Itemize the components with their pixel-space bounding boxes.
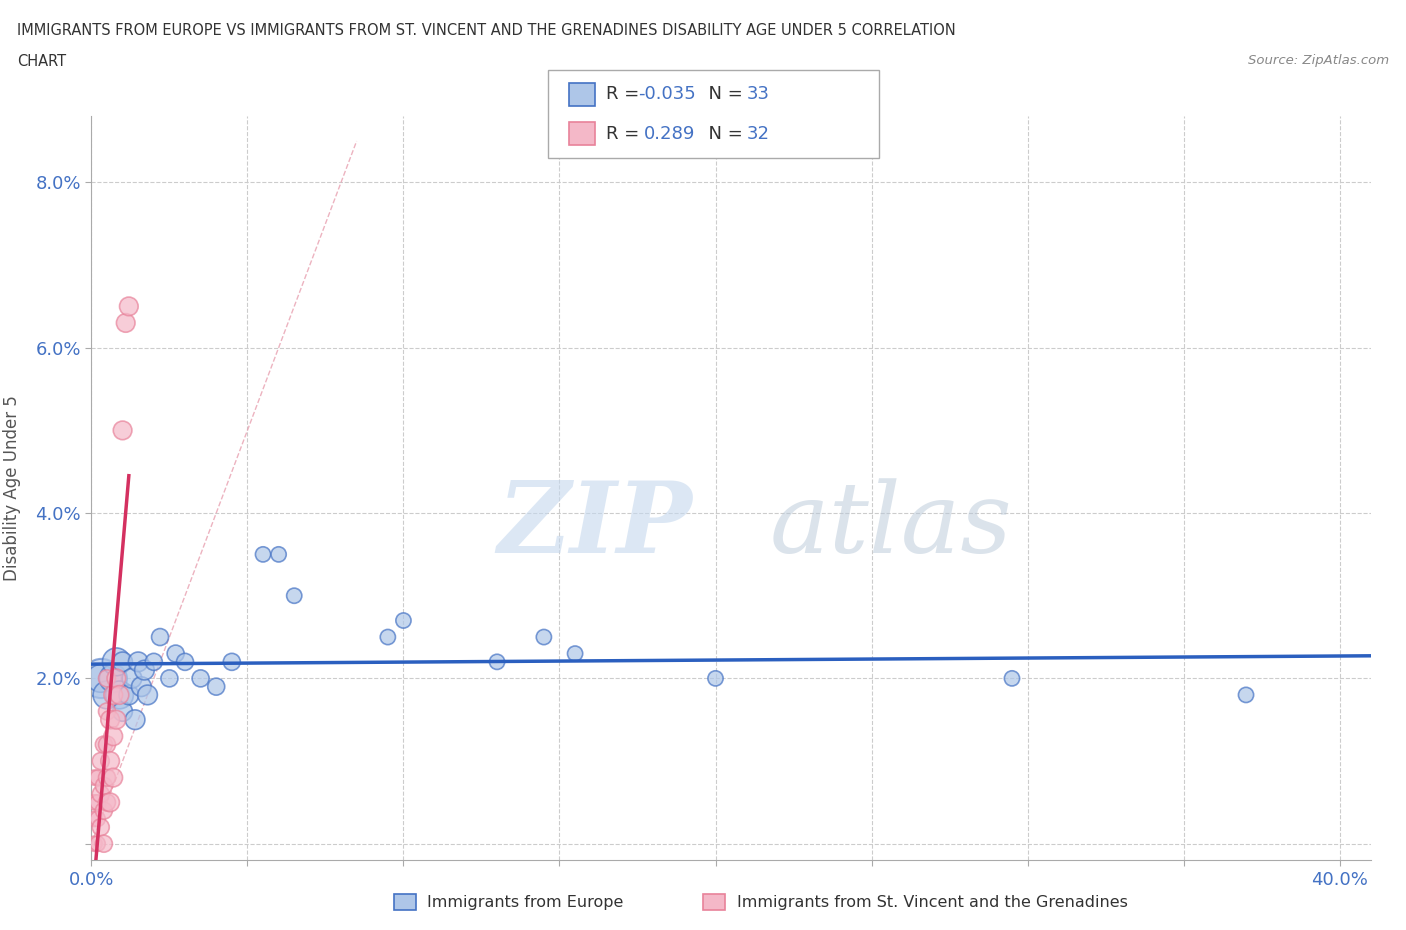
Point [105,655,128,670]
Text: Immigrants from Europe: Immigrants from Europe [427,895,624,910]
Point [136,687,159,702]
Point [533,630,555,644]
Point [86,836,108,851]
Point [118,299,141,313]
Point [118,687,141,702]
Point [114,315,136,330]
Point [90,819,112,834]
Point [1001,671,1024,685]
Point [111,655,134,670]
Point [1234,687,1257,702]
Point [83,795,105,810]
Point [90,671,112,685]
Point [564,646,586,661]
Y-axis label: Disability Age Under 5: Disability Age Under 5 [3,395,21,581]
Point [90,787,112,802]
Point [83,836,105,851]
Point [103,770,125,785]
Point [111,704,134,719]
Point [190,671,212,685]
Point [221,655,243,670]
Point [83,812,105,827]
Text: IMMIGRANTS FROM EUROPE VS IMMIGRANTS FROM ST. VINCENT AND THE GRENADINES DISABIL: IMMIGRANTS FROM EUROPE VS IMMIGRANTS FRO… [17,23,956,38]
Text: R =: R = [606,125,651,142]
Point [105,671,128,685]
Point [121,671,143,685]
Text: atlas: atlas [769,478,1012,573]
Point [392,613,415,628]
Point [377,630,399,644]
Point [103,729,125,744]
Point [96,671,118,685]
Point [205,679,228,694]
Point [83,770,105,785]
Point [86,812,108,827]
Point [96,687,118,702]
Point [103,687,125,702]
Point [93,836,115,851]
Point [134,663,156,678]
Point [96,770,118,785]
Point [98,712,121,727]
Point [96,795,118,810]
Point [90,753,112,768]
Point [96,737,118,752]
Text: Source: ZipAtlas.com: Source: ZipAtlas.com [1249,54,1389,67]
Point [157,671,180,685]
Point [98,795,121,810]
Point [142,655,165,670]
Text: CHART: CHART [17,54,66,69]
Text: 32: 32 [747,125,769,142]
Point [108,687,131,702]
Point [105,712,128,727]
Point [96,704,118,719]
Text: N =: N = [697,125,749,142]
Text: N =: N = [697,86,749,103]
Point [283,589,305,604]
Text: 0.289: 0.289 [644,125,696,142]
Point [149,630,172,644]
Point [108,687,131,702]
Point [86,795,108,810]
Point [93,804,115,818]
Point [93,778,115,793]
Text: 33: 33 [747,86,769,103]
Point [174,655,197,670]
Point [486,655,509,670]
Point [165,646,187,661]
Point [111,423,134,438]
Point [103,671,125,685]
Point [93,737,115,752]
Point [131,679,153,694]
Point [704,671,727,685]
Point [86,770,108,785]
Text: Immigrants from St. Vincent and the Grenadines: Immigrants from St. Vincent and the Gren… [737,895,1128,910]
Text: ZIP: ZIP [498,477,693,574]
Text: -0.035: -0.035 [638,86,696,103]
Text: R =: R = [606,86,645,103]
Point [90,671,112,685]
Point [127,655,149,670]
Point [267,547,290,562]
Point [124,712,146,727]
Point [98,753,121,768]
Point [252,547,274,562]
